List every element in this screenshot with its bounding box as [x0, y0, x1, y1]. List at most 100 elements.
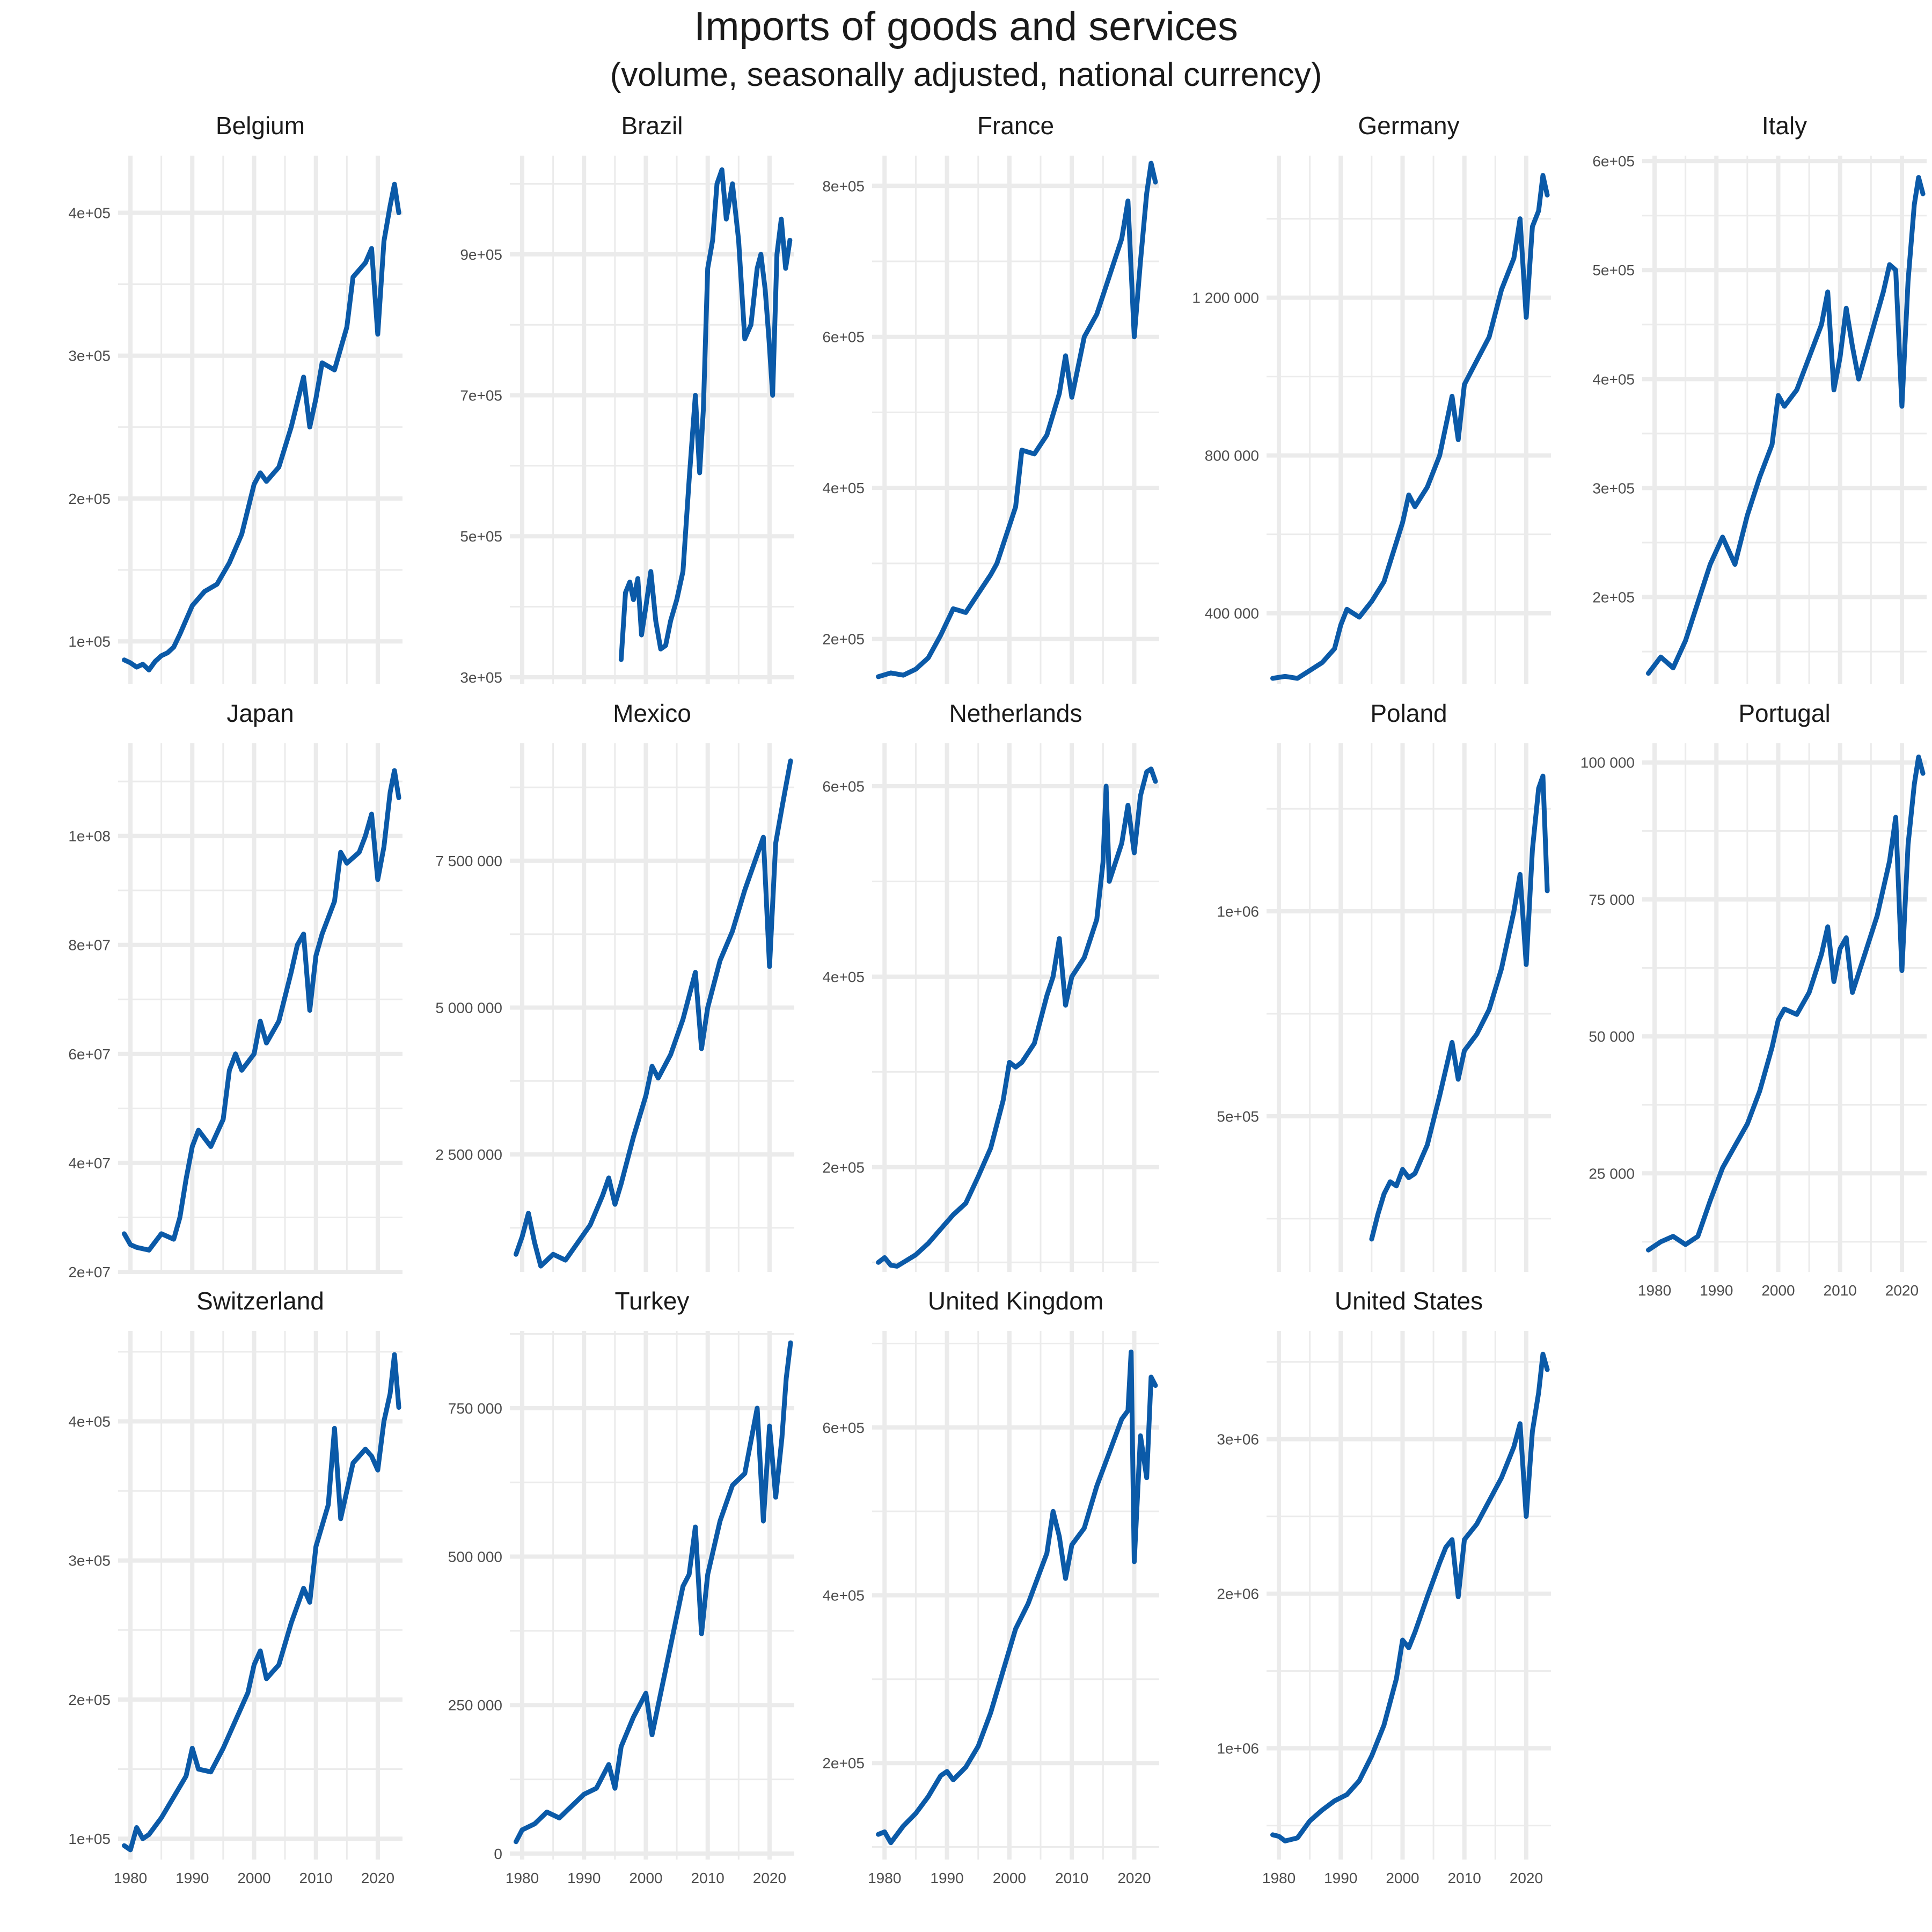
y-tick-label: 2e+05 — [1592, 589, 1635, 606]
y-tick-label: 2e+06 — [1217, 1586, 1259, 1602]
x-tick-label: 2020 — [1510, 1870, 1543, 1886]
y-tick-label: 1e+05 — [68, 1831, 111, 1847]
x-tick-label: 2010 — [1824, 1282, 1857, 1299]
panel-italy: 2e+05 3e+05 4e+05 5e+05 6e+05 Italy — [1592, 112, 1927, 684]
series-line-mexico — [514, 758, 793, 1269]
series-line-belgium — [122, 181, 401, 672]
panel-brazil: 3e+05 5e+05 7e+05 9e+05 Brazil — [460, 112, 794, 686]
x-tick-label: 2000 — [1386, 1870, 1419, 1886]
y-tick-label: 3e+05 — [68, 1553, 111, 1569]
y-tick-label: 2e+05 — [822, 1159, 865, 1176]
x-tick-label: 2010 — [299, 1870, 333, 1886]
x-tick-label: 2000 — [1761, 1282, 1795, 1299]
x-tick-label: 1980 — [1638, 1282, 1671, 1299]
x-tick-label: 2010 — [1448, 1870, 1481, 1886]
x-tick-label: 1980 — [868, 1870, 901, 1886]
y-tick-label: 3e+05 — [68, 348, 111, 364]
x-tick-label: 1980 — [114, 1870, 147, 1886]
y-tick-label: 250 000 — [448, 1697, 502, 1714]
y-tick-label: 3e+06 — [1217, 1431, 1259, 1448]
x-tick-label: 1990 — [1324, 1870, 1357, 1886]
y-tick-label: 1e+06 — [1217, 903, 1259, 920]
panel-title: Belgium — [216, 112, 305, 140]
series-line-netherlands — [876, 766, 1158, 1269]
y-tick-label: 1 200 000 — [1192, 290, 1259, 306]
series-line-switzerland — [122, 1352, 401, 1853]
panel-japan: 2e+07 4e+07 6e+07 8e+07 1e+08 Japan — [68, 699, 402, 1280]
y-tick-label: 2e+05 — [822, 631, 865, 648]
x-tick-label: 1980 — [1262, 1870, 1296, 1886]
panel-mexico: 2 500 000 5 000 000 7 500 000 Mexico — [435, 699, 794, 1272]
y-tick-label: 100 000 — [1580, 755, 1635, 771]
series-line-united-kingdom — [876, 1349, 1158, 1846]
panel-title: Switzerland — [196, 1287, 324, 1315]
series-line-turkey — [514, 1340, 793, 1845]
panel-portugal: 25 000 50 000 75 000 100 000 1980 1990 2000 201… — [1580, 699, 1927, 1299]
y-tick-label: 6e+07 — [68, 1046, 111, 1063]
x-tick-label: 2020 — [1885, 1282, 1919, 1299]
panel-title: Turkey — [615, 1287, 690, 1315]
x-tick-label: 1990 — [567, 1870, 601, 1886]
panel-united-kingdom: 2e+05 4e+05 6e+05 1980 1990 2000 2010 2020 Unite… — [822, 1287, 1159, 1886]
panel-title: Poland — [1370, 699, 1447, 727]
panel-title: France — [977, 112, 1054, 140]
y-tick-label: 4e+05 — [822, 1587, 865, 1604]
y-tick-label: 9e+05 — [460, 246, 502, 263]
panel-title: Italy — [1762, 112, 1807, 140]
panel-poland: 5e+05 1e+06 Poland — [1217, 699, 1551, 1272]
x-tick-label: 2010 — [691, 1870, 724, 1886]
y-tick-label: 4e+05 — [68, 204, 111, 221]
series-line-united-states — [1270, 1351, 1550, 1843]
y-tick-label: 8e+07 — [68, 937, 111, 954]
y-tick-label: 750 000 — [448, 1400, 502, 1417]
y-tick-label: 6e+05 — [822, 329, 865, 346]
x-tick-label: 2000 — [237, 1870, 270, 1886]
y-tick-label: 8e+05 — [822, 178, 865, 194]
panel-belgium: 1e+05 2e+05 3e+05 4e+05 Belgium — [68, 112, 402, 684]
series-line-germany — [1270, 173, 1550, 681]
series-line-italy — [1646, 175, 1926, 676]
y-tick-label: 2e+07 — [68, 1264, 111, 1280]
panel-title: Germany — [1358, 112, 1459, 140]
y-tick-label: 50 000 — [1589, 1028, 1635, 1045]
y-tick-label: 5e+05 — [1217, 1108, 1259, 1125]
x-tick-label: 2010 — [1055, 1870, 1088, 1886]
x-tick-label: 1980 — [506, 1870, 539, 1886]
panel-title: Japan — [226, 699, 294, 727]
y-tick-label: 5e+05 — [460, 528, 502, 545]
panel-turkey: 0 250 000 500 000 750 000 1980 1990 2000 2010 20… — [448, 1287, 794, 1886]
panel-netherlands: 2e+05 4e+05 6e+05 Netherlands — [822, 699, 1159, 1272]
series-line-poland — [1369, 773, 1550, 1242]
x-tick-label: 2000 — [993, 1870, 1026, 1886]
y-tick-label: 5 000 000 — [435, 1000, 502, 1016]
x-tick-label: 2020 — [361, 1870, 394, 1886]
y-tick-label: 2e+05 — [68, 1692, 111, 1708]
y-tick-label: 4e+05 — [1592, 371, 1635, 387]
chart-title: Imports of goods and services — [694, 4, 1238, 49]
y-tick-label: 800 000 — [1205, 448, 1259, 464]
panel-title: Portugal — [1738, 699, 1830, 727]
y-tick-label: 75 000 — [1589, 891, 1635, 908]
panel-united-states: 1e+06 2e+06 3e+06 1980 1990 2000 2010 2020 Unite… — [1217, 1287, 1551, 1886]
y-tick-label: 3e+05 — [460, 669, 502, 686]
y-tick-label: 5e+05 — [1592, 262, 1635, 279]
y-tick-label: 3e+05 — [1592, 480, 1635, 496]
y-tick-label: 4e+05 — [822, 480, 865, 496]
x-tick-label: 2020 — [753, 1870, 786, 1886]
panel-france: 2e+05 4e+05 6e+05 8e+05 France — [822, 112, 1159, 684]
y-tick-label: 6e+05 — [1592, 153, 1635, 170]
y-tick-label: 6e+05 — [822, 1419, 865, 1436]
y-tick-label: 4e+05 — [822, 969, 865, 985]
y-tick-label: 400 000 — [1205, 605, 1259, 622]
panel-title: Netherlands — [949, 699, 1082, 727]
x-tick-label: 1990 — [930, 1870, 963, 1886]
panel-switzerland: 1e+05 2e+05 3e+05 4e+05 1980 1990 2000 2010 2020… — [68, 1287, 402, 1886]
y-tick-label: 4e+05 — [68, 1413, 111, 1430]
panel-title: Mexico — [613, 699, 691, 727]
y-tick-label: 0 — [494, 1846, 502, 1862]
panel-title: Brazil — [621, 112, 683, 140]
y-tick-label: 1e+06 — [1217, 1740, 1259, 1757]
y-tick-label: 2 500 000 — [435, 1146, 502, 1163]
